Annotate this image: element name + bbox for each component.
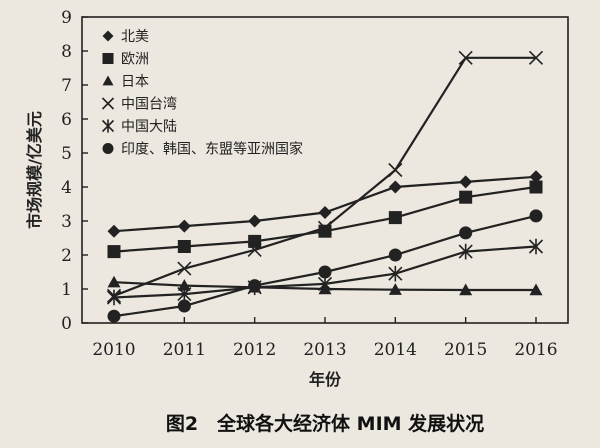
- data-point: [459, 190, 473, 204]
- marker-stroke: [458, 50, 473, 65]
- marker-stroke: [177, 261, 192, 276]
- y-tick-label: 5: [61, 144, 72, 164]
- x-tick-label: 2014: [374, 340, 417, 360]
- legend-item: 欧洲: [102, 52, 149, 68]
- data-point: [317, 276, 333, 292]
- legend-label: 中国大陆: [121, 119, 177, 135]
- data-point: [177, 240, 191, 253]
- y-tick-label: 6: [61, 110, 72, 130]
- legend-item: 中国大陆: [101, 119, 177, 135]
- x-axis-title: 年份: [309, 370, 342, 389]
- marker-stroke: [388, 162, 403, 178]
- x-tick-label: 2010: [92, 340, 135, 360]
- data-point: [101, 97, 115, 110]
- data-point: [388, 248, 402, 262]
- legend-label: 印度、韩国、东盟等亚洲国家: [121, 141, 303, 158]
- data-point: [248, 279, 262, 293]
- data-point: [388, 162, 403, 178]
- legend-label: 日本: [121, 74, 149, 90]
- data-point: [247, 242, 262, 257]
- data-point: [388, 283, 402, 295]
- data-point: [107, 245, 121, 259]
- y-tick-label: 8: [61, 42, 72, 62]
- data-point: [107, 224, 121, 238]
- data-point: [529, 283, 543, 296]
- marker-stroke: [317, 220, 333, 235]
- y-tick-label: 9: [61, 8, 72, 28]
- data-point: [388, 211, 402, 225]
- data-point: [529, 170, 543, 184]
- data-point: [317, 220, 333, 235]
- x-tick-label: 2016: [514, 340, 557, 360]
- x-tick-label: 2013: [303, 340, 346, 360]
- data-point: [529, 209, 543, 223]
- data-point: [107, 275, 121, 288]
- data-point: [388, 180, 402, 194]
- data-point: [177, 299, 191, 313]
- legend-item: 北美: [102, 29, 149, 45]
- marker-stroke: [247, 242, 262, 257]
- legend-item: 日本: [102, 74, 149, 90]
- marker-stroke: [101, 97, 115, 110]
- data-point: [177, 219, 191, 233]
- data-point: [529, 180, 543, 194]
- y-tick-label: 0: [61, 314, 72, 334]
- series-line: [113, 56, 536, 297]
- data-point: [102, 53, 114, 64]
- data-point: [102, 30, 114, 42]
- y-tick-label: 4: [61, 178, 72, 198]
- series-asterisk: [106, 238, 544, 306]
- y-tick-label: 2: [61, 246, 72, 266]
- data-point: [177, 261, 192, 276]
- legend-label: 中国台湾: [121, 96, 177, 113]
- data-point: [458, 243, 473, 260]
- y-tick-label: 7: [61, 76, 72, 96]
- data-point: [102, 143, 114, 154]
- x-tick-label: 2015: [444, 340, 487, 360]
- y-tick-label: 3: [61, 212, 72, 232]
- data-point: [101, 119, 115, 133]
- data-point: [177, 286, 192, 302]
- data-point: [459, 175, 473, 189]
- series-line: [113, 185, 537, 253]
- data-point: [318, 206, 332, 219]
- data-point: [388, 265, 403, 282]
- data-point: [102, 75, 114, 86]
- data-point: [106, 289, 122, 306]
- data-point: [248, 214, 262, 228]
- data-point: [177, 279, 191, 291]
- legend-label: 欧洲: [121, 52, 149, 68]
- data-point: [528, 50, 544, 65]
- series-line: [113, 175, 537, 233]
- data-point: [318, 265, 332, 279]
- data-point: [107, 309, 121, 323]
- x-tick-label: 2011: [163, 340, 206, 360]
- data-point: [528, 238, 544, 255]
- y-axis-title: 市场规模/亿美元: [25, 111, 44, 229]
- marker-stroke: [528, 50, 544, 65]
- legend-label: 北美: [121, 29, 149, 45]
- y-tick-label: 1: [61, 280, 72, 300]
- series-diamond: [107, 170, 543, 238]
- series-square: [107, 180, 543, 259]
- data-point: [458, 50, 473, 65]
- series-x: [106, 50, 544, 303]
- data-point: [459, 226, 473, 240]
- legend-item: 中国台湾: [101, 96, 177, 113]
- legend-item: 印度、韩国、东盟等亚洲国家: [102, 141, 303, 158]
- series-circle: [107, 209, 543, 323]
- figure-caption: 图2 全球各大经济体 MIM 发展状况: [166, 412, 484, 435]
- data-point: [248, 234, 262, 248]
- data-point: [459, 283, 473, 296]
- x-tick-label: 2012: [233, 340, 276, 360]
